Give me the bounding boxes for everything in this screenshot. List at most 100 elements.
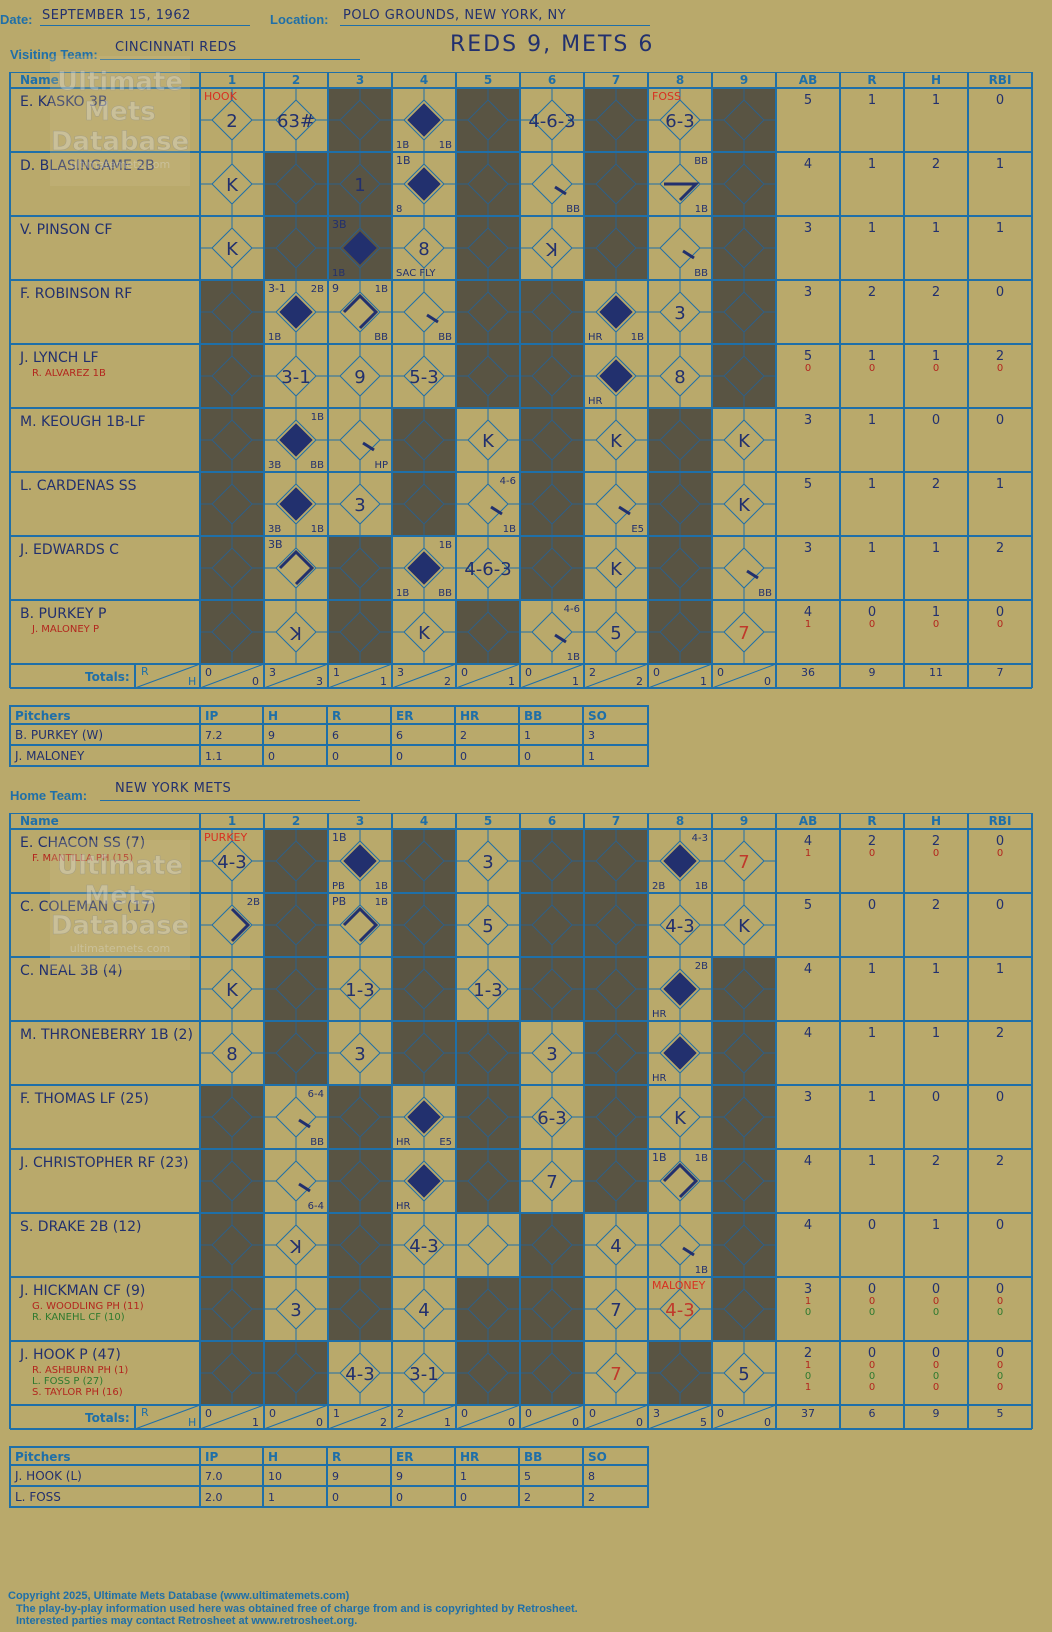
inning-header: 3: [356, 73, 364, 87]
run-scored-marker: [407, 551, 441, 585]
totals-slash: [647, 1404, 713, 1430]
stat-value: 1: [868, 349, 876, 364]
play-note: HOOK: [204, 90, 238, 103]
base-diamond: [467, 1224, 509, 1266]
pitcher-col-header: R: [332, 1450, 341, 1464]
play-result: K: [289, 622, 302, 643]
totals-label: Totals:: [85, 670, 130, 684]
play-result: K: [226, 175, 239, 196]
stat-value: 0: [933, 1307, 939, 1318]
stat-value: 4: [804, 605, 812, 620]
stat-value: 0: [997, 1371, 1003, 1382]
inning-runs: 0: [205, 1407, 212, 1420]
play-note: BB: [310, 460, 324, 471]
pitcher-stat: 2.0: [205, 1491, 223, 1504]
play-note: PB: [332, 895, 346, 908]
stat-value: 1: [805, 1296, 811, 1307]
stat-value: 0: [997, 363, 1003, 374]
player-name: C. NEAL 3B (4): [20, 963, 123, 979]
stat-value: 1: [868, 221, 876, 236]
inning-runs: 2: [589, 666, 596, 679]
play-result: 5-3: [409, 367, 438, 388]
stat-value: 0: [869, 619, 875, 630]
player-name: L. CARDENAS SS: [20, 478, 137, 494]
stat-value: 1: [996, 962, 1004, 977]
play-note: 2B: [311, 284, 324, 295]
total-stat: 5: [997, 1407, 1004, 1420]
pitcher-col-header: BB: [524, 1450, 542, 1464]
stat-value: 0: [932, 1090, 940, 1105]
play-note: 1B: [695, 1153, 708, 1164]
play-note: PB: [332, 881, 345, 892]
stat-value: 1: [868, 1026, 876, 1041]
inning-hits: 5: [700, 1416, 707, 1429]
stat-value: 4: [804, 1154, 812, 1169]
totals-slash: [455, 663, 521, 689]
pitcher-stat: 0: [460, 750, 467, 763]
pitcher-name: L. FOSS: [15, 1490, 61, 1504]
watermark-line3: Database: [51, 127, 189, 157]
play-note: BB: [438, 332, 452, 343]
totals-h-label: H: [188, 675, 196, 688]
stat-value: 0: [932, 1346, 940, 1361]
play-result: 8: [418, 239, 429, 260]
stat-value: 1: [868, 413, 876, 428]
stat-value: 1: [932, 541, 940, 556]
run-scored-marker: [407, 167, 441, 201]
pitcher-stat: 7.0: [205, 1470, 223, 1483]
player-name: D. BLASINGAME 2B: [20, 158, 155, 174]
stat-value: 1: [868, 541, 876, 556]
inning-header: 9: [740, 814, 748, 828]
stat-value: 0: [869, 363, 875, 374]
base-diamond: [339, 419, 381, 461]
run-scored-marker: [407, 1100, 441, 1134]
inning-header: 8: [676, 814, 684, 828]
totals-r-label: R: [141, 665, 149, 678]
player-name: E. CHACON SS (7): [20, 835, 145, 851]
base-path-marker: [342, 293, 379, 330]
stat-header: RBI: [989, 73, 1012, 87]
play-result: K: [738, 916, 751, 937]
inning-hits: 1: [572, 675, 579, 688]
play-result: 8: [674, 367, 685, 388]
stat-header: R: [867, 814, 876, 828]
pitcher-col-header: HR: [460, 709, 479, 723]
play-note: 1B: [375, 897, 388, 908]
run-scored-marker: [663, 844, 697, 878]
play-result: 1-3: [345, 980, 374, 1001]
retrosheet-contact: Interested parties may contact Retroshee…: [16, 1615, 358, 1627]
pitcher-stat: 8: [588, 1470, 595, 1483]
pitcher-stat: 6: [332, 729, 339, 742]
pitcher-stat: 6: [396, 729, 403, 742]
play-result: 2: [226, 111, 237, 132]
stat-value: 0: [932, 1282, 940, 1297]
stat-value: 1: [996, 221, 1004, 236]
play-note: 1B: [503, 524, 516, 535]
stat-value: 5: [804, 477, 812, 492]
play-result: 4-6-3: [528, 111, 575, 132]
play-note: HR: [652, 1009, 667, 1020]
stat-value: 0: [868, 898, 876, 913]
base-diamond: [467, 483, 509, 525]
play-result: 5: [610, 623, 621, 644]
watermark-line1: Ultimate: [57, 851, 183, 881]
play-note: HR: [652, 1073, 667, 1084]
stat-value: 0: [805, 1307, 811, 1318]
play-result: 4-6-3: [464, 559, 511, 580]
base-diamond: [595, 483, 637, 525]
stat-value: 0: [869, 848, 875, 859]
inning-hits: 0: [636, 1416, 643, 1429]
game-date: SEPTEMBER 15, 1962: [42, 8, 191, 23]
play-result: K: [610, 431, 623, 452]
substitute-name: S. TAYLOR PH (16): [32, 1387, 123, 1398]
name-column-header: Name: [20, 814, 59, 828]
play-result: 1-3: [473, 980, 502, 1001]
name-column-header: Name: [20, 73, 59, 87]
play-note: 1B: [396, 140, 409, 151]
base-path-marker: [230, 907, 251, 943]
watermark-line3: Database: [51, 911, 189, 941]
run-scored-marker: [279, 487, 313, 521]
play-result: K: [674, 1108, 687, 1129]
total-stat: 9: [869, 666, 876, 679]
play-result: 4-3: [665, 1300, 694, 1321]
